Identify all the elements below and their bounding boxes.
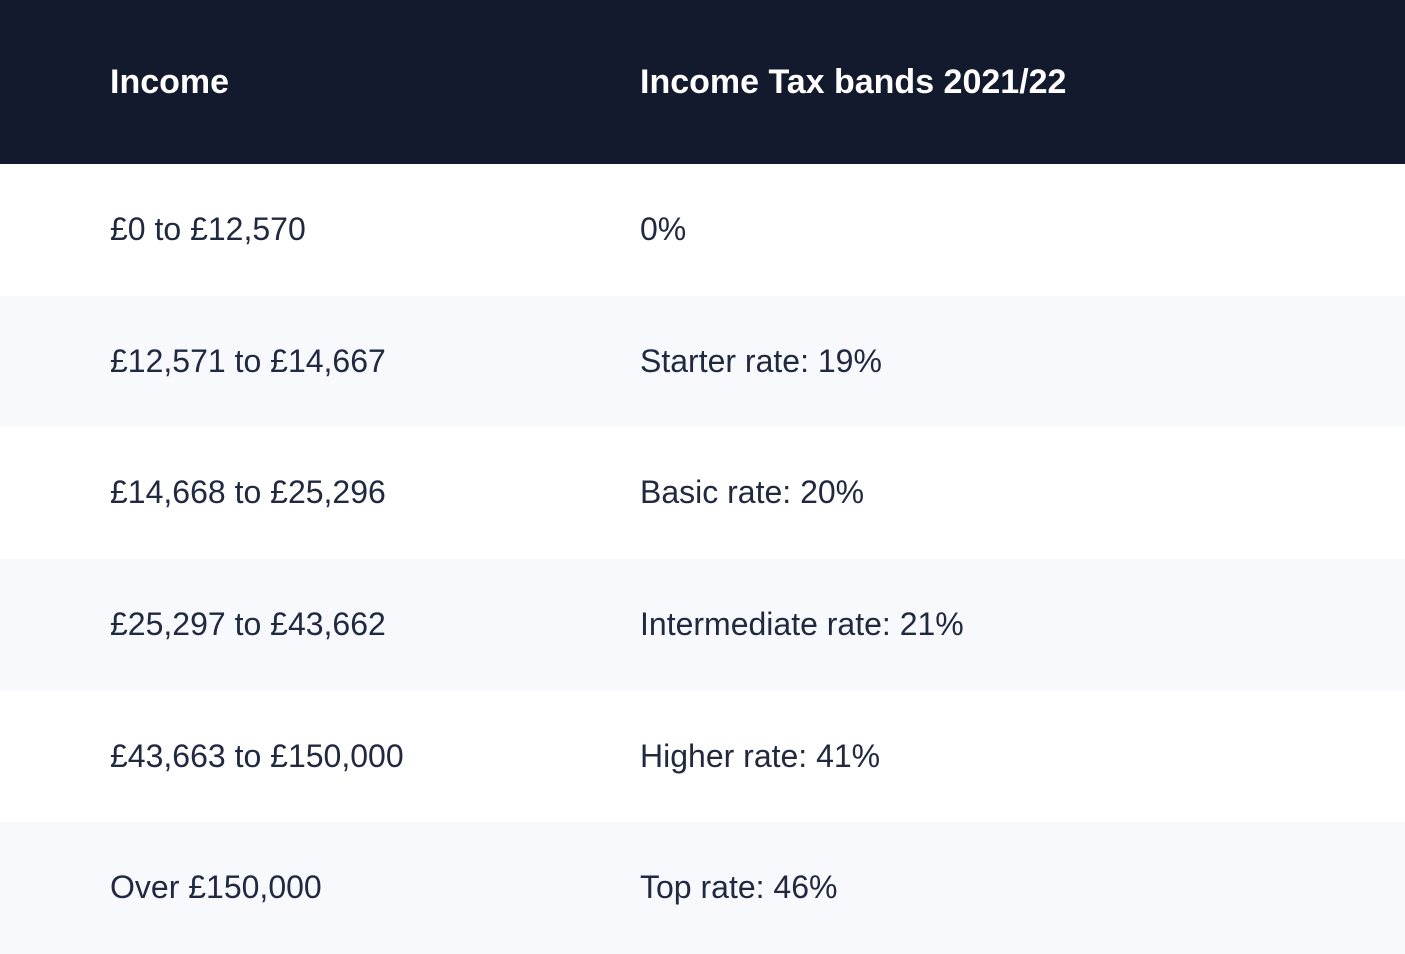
income-cell: £25,297 to £43,662 [110,604,640,646]
table-row: £25,297 to £43,662 Intermediate rate: 21… [0,559,1405,691]
column-header-bands: Income Tax bands 2021/22 [640,60,1405,104]
band-cell: Starter rate: 19% [640,341,1405,383]
income-cell: £12,571 to £14,667 [110,341,640,383]
income-cell: Over £150,000 [110,867,640,909]
tax-bands-table: Income Income Tax bands 2021/22 £0 to £1… [0,0,1405,954]
table-row: £0 to £12,570 0% [0,164,1405,296]
income-cell: £14,668 to £25,296 [110,472,640,514]
band-cell: 0% [640,209,1405,251]
band-cell: Top rate: 46% [640,867,1405,909]
band-cell: Intermediate rate: 21% [640,604,1405,646]
table-row: £43,663 to £150,000 Higher rate: 41% [0,691,1405,823]
band-cell: Higher rate: 41% [640,736,1405,778]
income-cell: £43,663 to £150,000 [110,736,640,778]
column-header-income: Income [110,60,640,104]
table-row: Over £150,000 Top rate: 46% [0,822,1405,954]
band-cell: Basic rate: 20% [640,472,1405,514]
income-cell: £0 to £12,570 [110,209,640,251]
table-row: £12,571 to £14,667 Starter rate: 19% [0,296,1405,428]
table-header-row: Income Income Tax bands 2021/22 [0,0,1405,164]
table-row: £14,668 to £25,296 Basic rate: 20% [0,427,1405,559]
